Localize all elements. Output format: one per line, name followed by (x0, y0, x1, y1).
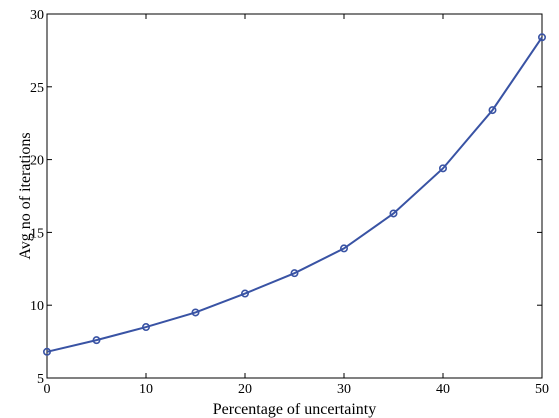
x-tick-label: 20 (238, 382, 252, 397)
data-point-marker (142, 323, 151, 332)
x-tick-label: 0 (44, 382, 51, 397)
data-point-marker (389, 209, 398, 218)
data-point-marker (438, 164, 447, 173)
data-point-marker (537, 33, 546, 42)
y-tick-label: 20 (30, 154, 44, 169)
series-line (46, 36, 543, 353)
y-axis-label: Avg no of iterations (17, 132, 34, 259)
data-point-marker (92, 336, 101, 345)
x-tick-label: 10 (139, 382, 153, 397)
y-tick-label: 10 (30, 299, 44, 314)
x-tick-label: 50 (535, 382, 549, 397)
plot-frame (46, 13, 543, 379)
data-point-marker (241, 289, 250, 298)
x-tick-label: 30 (337, 382, 351, 397)
x-tick-label: 40 (436, 382, 450, 397)
y-tick-label: 30 (30, 8, 44, 23)
y-tick-label: 5 (37, 372, 44, 387)
data-point-marker (42, 347, 51, 356)
x-axis-label: Percentage of uncertainty (213, 401, 376, 418)
data-point-marker (339, 244, 348, 253)
series-layer (42, 33, 546, 356)
data-point-marker (488, 106, 497, 115)
data-point-marker (290, 269, 299, 278)
y-tick-label: 15 (30, 226, 44, 241)
data-point-marker (191, 308, 200, 317)
y-tick-label: 25 (30, 81, 44, 96)
axis-ticks: 0 10 20 30 40 50 5 10 15 20 25 30 (30, 8, 549, 397)
